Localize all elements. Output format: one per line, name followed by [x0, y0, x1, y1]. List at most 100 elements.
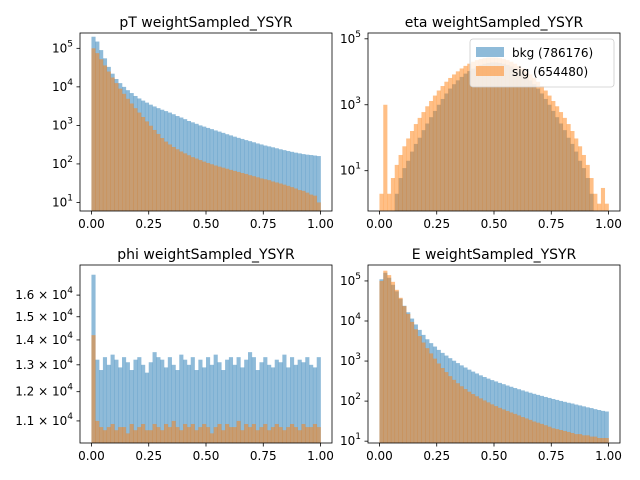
phi-sig-bar [171, 420, 176, 443]
pt-x-tick-label: 0.00 [78, 217, 105, 231]
e-sig-bar [467, 391, 472, 443]
pt-sig-bar [114, 83, 119, 211]
pt-sig-bar [255, 177, 260, 211]
phi-bkg-bar [301, 362, 306, 443]
phi-bkg-bar [152, 352, 157, 443]
pt-sig-bar [171, 146, 176, 211]
e-sig-bar [482, 400, 487, 443]
pt-bkg-bar [274, 148, 279, 211]
eta-sig-bar [417, 117, 422, 211]
e-y-tick-label: 103 [340, 352, 361, 368]
phi-sig-bar [228, 427, 234, 443]
pt-sig-bar [267, 180, 272, 211]
eta-sig-bar [604, 203, 609, 211]
e-sig-bar [593, 436, 598, 443]
phi-x-tick-label: 1.00 [307, 449, 334, 463]
pt-sig-bar [274, 182, 279, 211]
e-sig-bar [494, 406, 499, 443]
e-sig-bar [432, 358, 438, 443]
eta-sig-bar [463, 65, 468, 211]
phi-bkg-bar [297, 359, 302, 443]
pt-sig-bar [164, 141, 169, 211]
phi-sig-bar [240, 430, 245, 443]
pt-bkg-bar [278, 149, 283, 211]
pt-bkg-bar [286, 151, 291, 211]
phi-sig-bar [259, 427, 264, 443]
phi-sig-bar [152, 423, 157, 443]
phi-bkg-bar [133, 359, 138, 443]
eta-sig-bar [490, 57, 495, 211]
phi-sig-bar [316, 427, 321, 443]
eta-sig-bar [555, 106, 560, 211]
phi-bkg-bar [305, 357, 310, 443]
e-sig-bar [490, 404, 495, 443]
phi-bkg-bar [144, 372, 150, 443]
phi-bkg-bar [164, 367, 169, 443]
e-sig-bar [478, 398, 483, 443]
phi-bkg-bar [286, 367, 291, 443]
pt-bkg-bar [259, 144, 264, 211]
eta-sig-bar [394, 164, 399, 211]
eta-legend-label-bkg: bkg (786176) [512, 46, 593, 60]
phi-sig-bar [141, 423, 146, 443]
phi-y-tick-label: 1.3 × 104 [15, 356, 73, 372]
eta-x-tick-label: 0.75 [538, 217, 565, 231]
phi-x-tick-label: 0.50 [193, 449, 220, 463]
eta-sig-bar [558, 112, 564, 211]
phi-bkg-bar [309, 364, 314, 443]
e-bkg-bar [520, 390, 525, 443]
eta-sig-bar [421, 112, 426, 211]
pt-bkg-bar [316, 156, 321, 211]
phi-bkg-bar [240, 367, 245, 443]
phi-sig-bar [206, 427, 211, 443]
eta-sig-bar [581, 154, 586, 211]
pt-sig-bar [106, 71, 111, 211]
eta-sig-bar [448, 77, 453, 211]
eta-sig-bar [600, 187, 606, 211]
phi-sig-bar [106, 427, 111, 443]
eta-sig-bar [536, 81, 541, 211]
pt-sig-bar [225, 168, 230, 211]
pt-y-tick-label: 105 [52, 39, 73, 55]
eta-legend-box [469, 38, 615, 88]
pt-sig-bar [118, 88, 123, 211]
phi-sig-bar [248, 427, 253, 443]
phi-y-tick-label: 1.6 × 104 [15, 286, 73, 302]
phi-sig-bar [125, 433, 130, 443]
eta-plot-area [379, 57, 609, 211]
phi-bkg-bar [217, 362, 222, 443]
pt-sig-bar [95, 53, 100, 211]
eta-sig-bar [413, 124, 418, 211]
e-sig-bar [379, 280, 384, 443]
pt-sig-bar [251, 176, 256, 211]
e-bkg-bar [600, 410, 606, 443]
eta-sig-bar [528, 74, 533, 211]
e-sig-bar [551, 428, 556, 443]
pt-bkg-bar [263, 145, 268, 211]
e-y-tick-label: 101 [340, 432, 361, 448]
e-sig-bar [566, 431, 571, 443]
e-bkg-bar [536, 394, 541, 443]
phi-sig-bar [129, 423, 134, 443]
e-sig-bar [509, 412, 514, 443]
phi-bkg-bar [129, 370, 134, 443]
e-x-tick-label: 0.00 [366, 449, 393, 463]
pt-sig-bar [316, 202, 321, 211]
pt-sig-bar [312, 195, 318, 211]
pt-sig-bar [213, 165, 218, 211]
phi-bkg-bar [99, 370, 104, 443]
e-sig-bar [455, 383, 460, 443]
e-x-tick-label: 0.25 [423, 449, 450, 463]
phi-bkg-bar [213, 354, 218, 443]
pt-sig-bar [190, 157, 195, 211]
eta-sig-bar [494, 57, 499, 211]
e-sig-bar [474, 396, 480, 443]
pt-sig-bar [110, 77, 115, 211]
pt-sig-bar [297, 190, 302, 211]
phi-title: phi weightSampled_YSYR [117, 247, 295, 263]
eta-sig-bar [513, 63, 518, 211]
eta-sig-bar [520, 68, 525, 211]
e-y-tick-label: 105 [340, 272, 361, 288]
phi-bkg-bar [202, 367, 207, 443]
pt-x-tick-label: 0.50 [193, 217, 220, 231]
